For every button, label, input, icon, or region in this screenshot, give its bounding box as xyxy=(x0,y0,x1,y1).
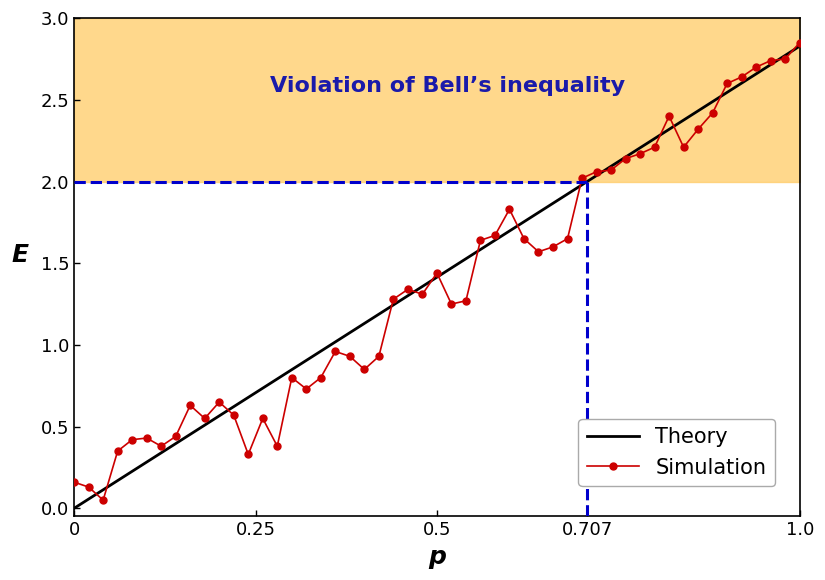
Theory xyxy=(777,54,787,61)
Theory xyxy=(664,126,674,133)
Theory xyxy=(794,43,804,50)
Line: Simulation: Simulation xyxy=(71,39,804,503)
Theory xyxy=(414,285,424,292)
Simulation xyxy=(301,386,311,393)
Simulation xyxy=(69,478,79,485)
Simulation xyxy=(606,166,616,173)
Legend: Theory, Simulation: Theory, Simulation xyxy=(578,419,775,486)
Theory xyxy=(501,230,511,237)
Line: Theory: Theory xyxy=(74,46,799,508)
Simulation xyxy=(794,39,804,46)
Theory xyxy=(462,255,472,262)
Text: Violation of Bell’s inequality: Violation of Bell’s inequality xyxy=(270,75,625,96)
Simulation xyxy=(780,56,790,63)
Simulation xyxy=(98,496,108,503)
Y-axis label: E: E xyxy=(11,243,28,267)
Simulation xyxy=(243,451,253,458)
Simulation xyxy=(563,235,573,242)
Theory xyxy=(69,505,79,512)
X-axis label: p: p xyxy=(428,545,446,569)
Theory xyxy=(418,282,428,289)
Simulation xyxy=(316,374,326,381)
